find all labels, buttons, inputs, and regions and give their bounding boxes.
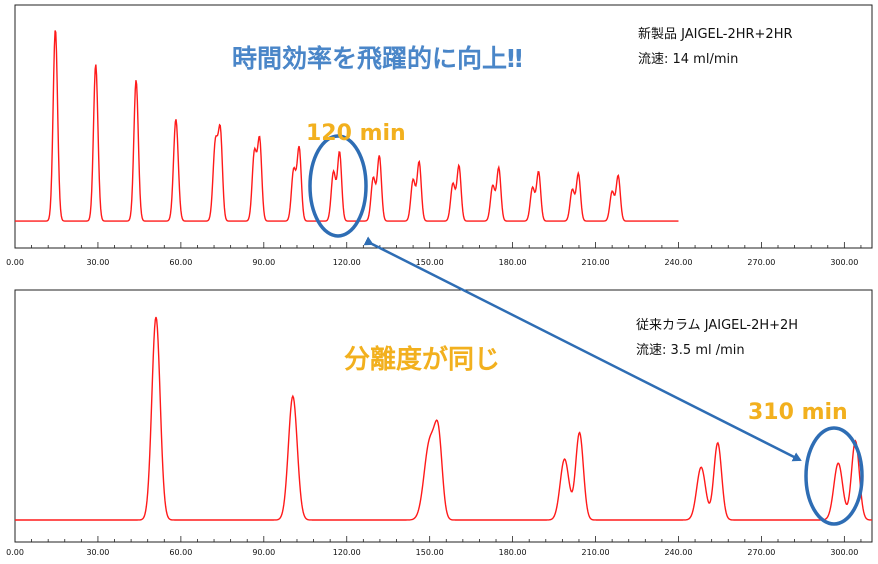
bottom-axis-ticks: 0.00 30.00 60.00 90.00 120.00 150.00 180.00 210… (6, 536, 862, 557)
top-legend-flow: 流速: 14 ml/min (638, 52, 738, 67)
bottom-x-tick-label: 150.00 (416, 548, 444, 557)
bottom-legend-flow: 流速: 3.5 ml /min (636, 343, 745, 358)
top-x-tick-label: 240.00 (664, 258, 692, 267)
top-x-tick-label: 270.00 (747, 258, 775, 267)
bottom-highlight-circle (804, 426, 864, 526)
bottom-x-tick-label: 30.00 (86, 548, 109, 557)
top-x-tick-label: 210.00 (582, 258, 610, 267)
comparison-arrow (363, 236, 802, 462)
bottom-legend: 従来カラム JAIGEL-2H+2H 流速: 3.5 ml /min (636, 318, 798, 358)
bottom-runtime-label: 310 min (748, 400, 848, 425)
bottom-x-tick-label: 90.00 (252, 548, 275, 557)
top-chromatogram-trace (15, 30, 679, 222)
top-x-tick-label: 90.00 (252, 258, 275, 267)
bottom-legend-product: 従来カラム JAIGEL-2H+2H (636, 318, 798, 333)
top-x-tick-label: 180.00 (499, 258, 527, 267)
bottom-x-tick-label: 120.00 (333, 548, 361, 557)
headline-text: 時間効率を飛躍的に向上‼ (232, 44, 523, 73)
top-runtime-label: 120 min (306, 121, 406, 146)
bottom-x-tick-label: 210.00 (582, 548, 610, 557)
resolution-note: 分離度が同じ (344, 344, 500, 375)
top-x-tick-label: 300.00 (830, 258, 858, 267)
bottom-x-tick-label: 300.00 (830, 548, 858, 557)
bottom-x-tick-label: 0.00 (6, 548, 24, 557)
top-x-tick-label: 30.00 (86, 258, 109, 267)
top-legend: 新製品 JAIGEL-2HR+2HR 流速: 14 ml/min (638, 26, 793, 67)
top-x-tick-label: 120.00 (333, 258, 361, 267)
bottom-x-tick-label: 180.00 (499, 548, 527, 557)
bottom-x-tick-label: 270.00 (747, 548, 775, 557)
top-x-tick-label: 0.00 (6, 258, 24, 267)
top-x-tick-label: 150.00 (416, 258, 444, 267)
bottom-x-tick-label: 60.00 (169, 548, 192, 557)
top-axis-ticks: 0.00 30.00 60.00 90.00 120.00 150.00 180.00 210… (6, 242, 862, 267)
top-highlight-circle (308, 134, 368, 238)
top-legend-product: 新製品 JAIGEL-2HR+2HR (638, 26, 793, 42)
bottom-chromatogram-trace (15, 316, 873, 521)
bottom-x-tick-label: 240.00 (664, 548, 692, 557)
top-x-tick-label: 60.00 (169, 258, 192, 267)
